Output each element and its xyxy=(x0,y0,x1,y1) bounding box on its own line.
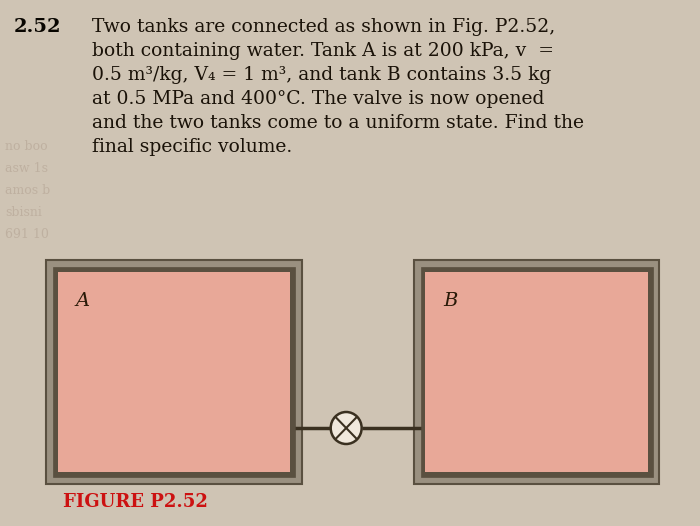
Text: both containing water. Tank A is at 200 kPa, v  =: both containing water. Tank A is at 200 … xyxy=(92,42,554,60)
Text: Two tanks are connected as shown in Fig. P2.52,: Two tanks are connected as shown in Fig.… xyxy=(92,18,555,36)
Text: FIGURE P2.52: FIGURE P2.52 xyxy=(63,493,208,511)
Text: asw 1s: asw 1s xyxy=(5,162,48,175)
Text: amos b: amos b xyxy=(5,184,50,197)
Bar xyxy=(58,272,290,472)
Text: final specific volume.: final specific volume. xyxy=(92,138,292,156)
Bar xyxy=(414,260,659,484)
Bar xyxy=(46,260,302,484)
Bar xyxy=(426,272,648,472)
Circle shape xyxy=(330,412,362,444)
Text: sbisni: sbisni xyxy=(5,206,42,219)
Text: no boo: no boo xyxy=(5,140,48,153)
Text: B: B xyxy=(443,292,457,310)
Text: 0.5 m³/kg, V₄ = 1 m³, and tank B contains 3.5 kg: 0.5 m³/kg, V₄ = 1 m³, and tank B contain… xyxy=(92,66,551,84)
Text: A: A xyxy=(76,292,90,310)
Text: at 0.5 MPa and 400°C. The valve is now opened: at 0.5 MPa and 400°C. The valve is now o… xyxy=(92,90,544,108)
Text: 691 10: 691 10 xyxy=(5,228,49,241)
Text: 2.52: 2.52 xyxy=(13,18,61,36)
Bar xyxy=(53,267,295,477)
Text: and the two tanks come to a uniform state. Find the: and the two tanks come to a uniform stat… xyxy=(92,114,584,132)
Bar xyxy=(421,267,652,477)
